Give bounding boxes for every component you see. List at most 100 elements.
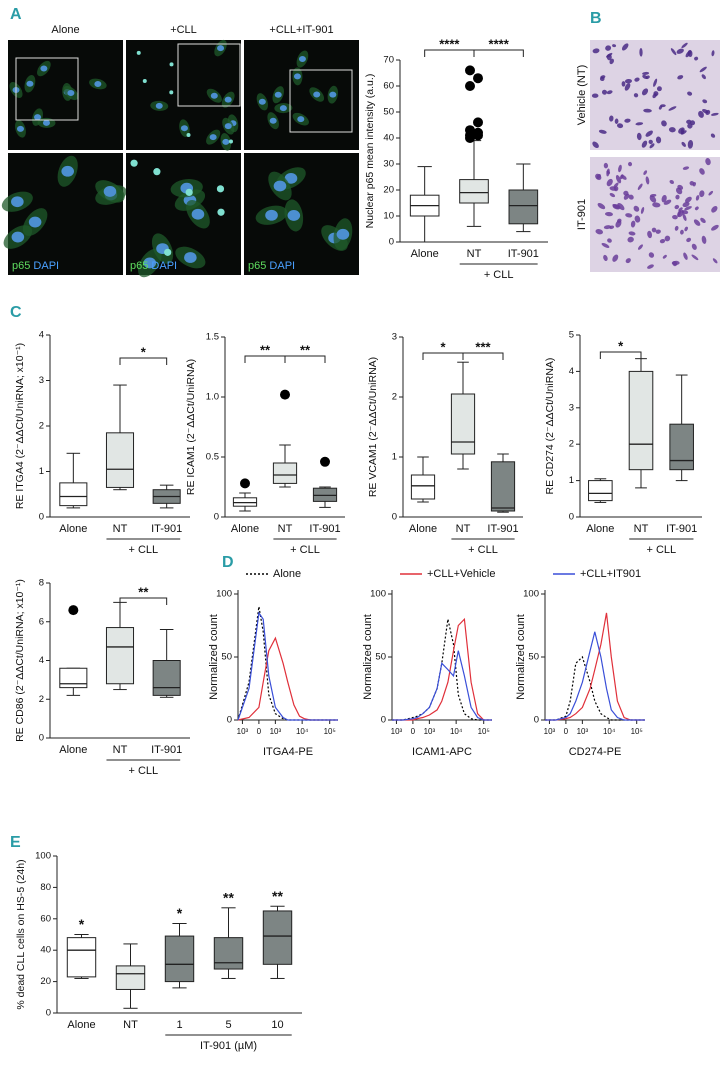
- stained-cell: [691, 243, 697, 250]
- nucleus: [136, 50, 141, 55]
- nucleus: [34, 114, 42, 121]
- outlier: [68, 605, 79, 616]
- bracket: [284, 355, 326, 363]
- nucleus: [336, 228, 350, 240]
- stained-cell: [699, 190, 705, 198]
- outlier: [240, 478, 250, 489]
- stained-cell: [592, 48, 600, 54]
- stained-cell: [645, 176, 650, 185]
- nucleus: [273, 180, 287, 192]
- y-tick-label: 2: [39, 694, 44, 705]
- nucleus: [297, 116, 305, 123]
- group-label: IT-901 (µM): [200, 1040, 257, 1052]
- histogram-curve: [392, 619, 492, 721]
- stained-cell: [691, 254, 699, 261]
- box: [105, 432, 135, 488]
- stained-cell: [674, 204, 680, 210]
- stained-cell: [687, 123, 693, 129]
- stained-cell: [682, 201, 690, 208]
- stained-cell: [616, 123, 624, 129]
- stained-cell: [612, 203, 620, 209]
- nucleus: [153, 168, 161, 176]
- nucleus: [284, 172, 298, 184]
- box: [628, 370, 654, 471]
- x-tick-label: IT-901: [309, 523, 340, 535]
- stained-cell: [700, 217, 706, 224]
- zoom-region: [15, 57, 79, 121]
- stained-cell: [603, 254, 608, 262]
- outlier: [465, 133, 475, 143]
- y-tick-label: 100: [523, 589, 539, 600]
- bracket-label: *: [440, 339, 446, 354]
- stain-label: p65 DAPI: [248, 260, 295, 272]
- stained-cell: [656, 86, 662, 92]
- y-tick-label: 50: [375, 652, 386, 663]
- stained-cell: [693, 219, 701, 226]
- stained-cell: [655, 136, 662, 144]
- bracket-label: ***: [475, 339, 491, 354]
- box: [262, 910, 293, 965]
- nucleus: [26, 80, 34, 87]
- stained-cell: [592, 141, 599, 149]
- stained-cell: [647, 230, 653, 239]
- x-tick-label: 0: [411, 727, 416, 736]
- stained-cell: [711, 50, 715, 57]
- x-tick-label: Alone: [59, 523, 87, 535]
- box: [410, 474, 436, 500]
- box: [459, 179, 489, 204]
- panel-letter: C: [10, 304, 22, 321]
- y-tick-label: 20: [40, 976, 51, 987]
- legend-label: Alone: [273, 568, 301, 580]
- outlier: [473, 117, 483, 128]
- stain-label: p65 DAPI: [12, 260, 59, 272]
- stained-cell: [609, 58, 614, 65]
- y-tick-label: 0: [381, 715, 386, 726]
- stained-cell: [596, 174, 601, 179]
- x-tick-label: 0: [564, 727, 569, 736]
- stained-cell: [618, 164, 622, 173]
- box: [59, 667, 88, 689]
- bracket: [119, 597, 168, 605]
- box: [213, 937, 244, 970]
- stained-cell: [687, 139, 694, 149]
- y-tick-label: 10: [383, 211, 394, 222]
- stained-cell: [604, 211, 613, 217]
- stain-p65: p65: [130, 260, 148, 272]
- y-tick-label: 4: [569, 366, 574, 377]
- y-tick-label: 60: [383, 81, 394, 92]
- stained-cell: [712, 258, 718, 264]
- x-tick-label: 5: [225, 1019, 231, 1031]
- stained-cell: [672, 215, 678, 220]
- stained-cell: [613, 182, 619, 188]
- x-tick-label: Alone: [411, 248, 439, 260]
- stained-cell: [710, 112, 719, 116]
- histogram-curve: [237, 611, 338, 721]
- stained-cell: [675, 194, 680, 200]
- stained-cell: [603, 225, 612, 230]
- nucleus: [217, 208, 225, 216]
- stained-cell: [678, 127, 685, 134]
- column-label: Alone: [51, 24, 79, 36]
- nucleus: [209, 134, 217, 141]
- stained-cell: [681, 42, 688, 49]
- y-tick-label: 60: [40, 913, 51, 924]
- stained-cell: [639, 47, 643, 57]
- x-tick-label: NT: [456, 523, 471, 535]
- column-label: +CLL: [170, 24, 197, 36]
- significance: **: [223, 890, 234, 906]
- y-tick-label: 4: [39, 330, 44, 341]
- stained-cell: [694, 56, 699, 61]
- y-axis-label: Normalized count: [515, 614, 527, 700]
- y-axis-label: Normalized count: [208, 614, 220, 700]
- bracket-label: ****: [439, 36, 460, 51]
- stained-cell: [669, 179, 674, 185]
- stained-cell: [680, 130, 687, 135]
- stained-cell: [625, 213, 633, 218]
- stained-cell: [627, 236, 634, 243]
- significance: *: [177, 905, 183, 921]
- stained-cell: [658, 105, 663, 110]
- stained-cell: [614, 118, 619, 124]
- y-tick-label: 1.0: [206, 392, 219, 403]
- stained-cell: [619, 174, 624, 180]
- box: [669, 423, 694, 471]
